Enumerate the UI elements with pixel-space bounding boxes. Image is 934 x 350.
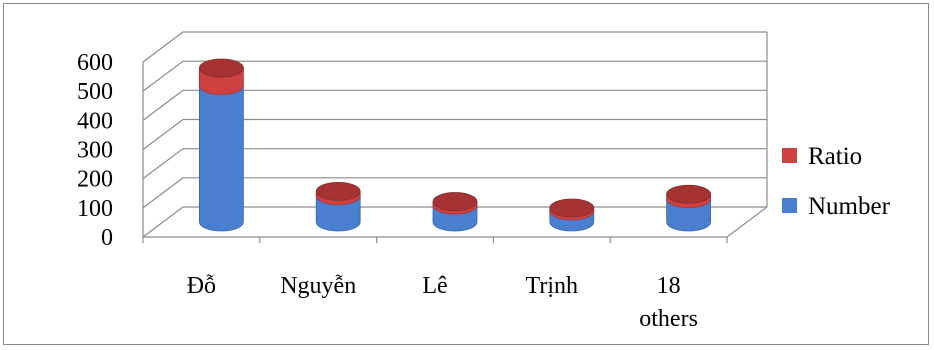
x-tick-label: Nguyễn — [280, 273, 356, 299]
chart-frame — [3, 3, 929, 345]
number-bar — [315, 195, 361, 232]
y-tick-label: 100 — [77, 196, 113, 222]
gridline — [142, 31, 767, 63]
ratio-bar-top — [198, 58, 244, 78]
gridline — [142, 89, 767, 121]
legend-swatch — [782, 198, 797, 213]
gridline — [142, 148, 767, 180]
x-tick-label: others — [639, 306, 698, 332]
y-tick-label: 500 — [77, 79, 113, 105]
y-tick-label: 600 — [77, 50, 113, 76]
gridline — [142, 177, 767, 209]
x-tick-label: Đỗ — [187, 273, 216, 299]
gridline — [142, 118, 767, 150]
y-tick-label: 400 — [77, 108, 113, 134]
gridline — [142, 60, 767, 92]
ratio-bar-top — [549, 198, 595, 218]
legend-swatch — [782, 148, 797, 163]
y-tick-label: 300 — [77, 138, 113, 164]
floor-right-edge — [726, 206, 768, 238]
y-tick-label: 200 — [77, 167, 113, 193]
legend-label: Ratio — [808, 143, 862, 170]
legend-label: Number — [808, 193, 891, 220]
y-tick-label: 0 — [101, 225, 113, 251]
ratio-bar-top — [315, 181, 361, 201]
ratio-bar-top — [432, 192, 478, 211]
number-bar — [199, 85, 244, 232]
x-tick-label: 18 — [657, 273, 681, 299]
ratio-bar-top — [666, 184, 711, 204]
x-tick-label: Trịnh — [526, 273, 578, 299]
x-tick-label: Lê — [422, 273, 447, 299]
